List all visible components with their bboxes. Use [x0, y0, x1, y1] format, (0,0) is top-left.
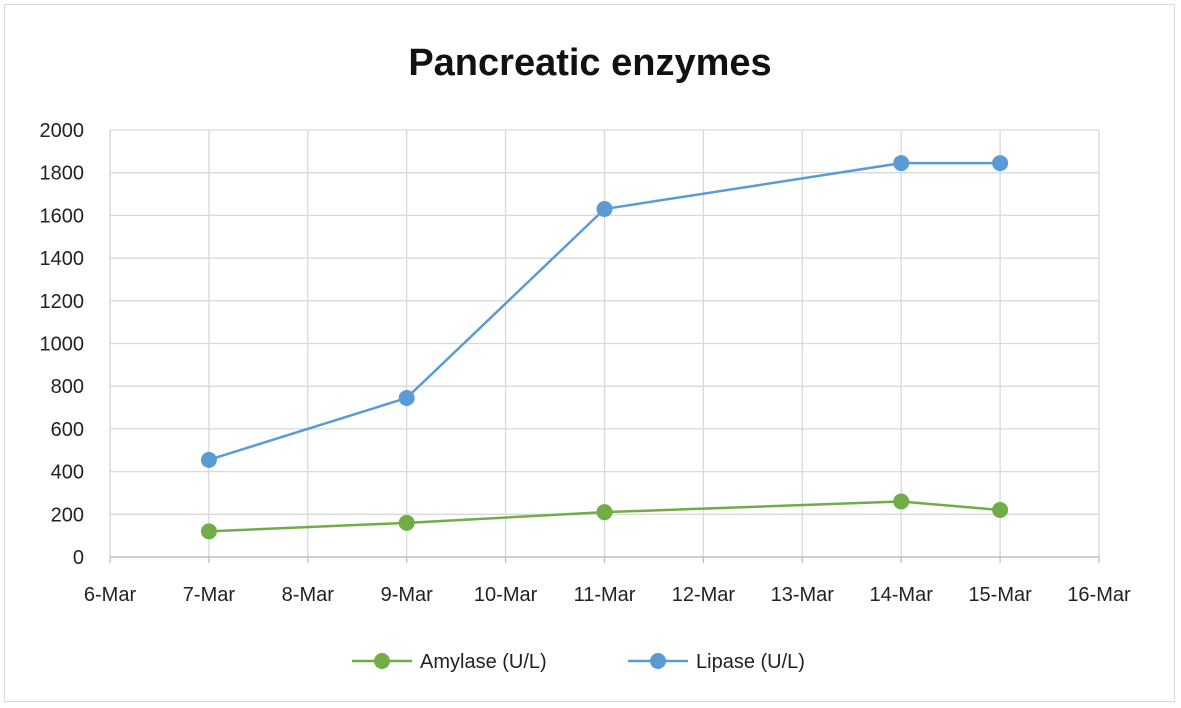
data-point — [200, 523, 217, 540]
y-tick-label: 1800 — [40, 163, 85, 185]
y-tick-label: 1200 — [40, 291, 85, 313]
data-point — [398, 514, 415, 531]
chart-title: Pancreatic enzymes — [408, 42, 771, 84]
data-point — [596, 504, 613, 521]
y-tick-label: 1600 — [40, 205, 85, 227]
data-point — [992, 502, 1009, 519]
legend-label: Lipase (U/L) — [696, 651, 805, 673]
legend: Amylase (U/L) Lipase (U/L) — [352, 651, 805, 673]
x-tick-label: 11-Mar — [574, 584, 636, 606]
x-tick-label: 12-Mar — [672, 584, 736, 606]
data-point — [893, 493, 910, 510]
y-tick-label: 1000 — [40, 334, 85, 356]
axes — [109, 130, 1100, 563]
legend-item: Amylase (U/L) — [352, 651, 547, 673]
y-tick-label: 400 — [51, 462, 84, 484]
x-tick-label: 7-Mar — [183, 584, 236, 606]
legend-swatch-marker — [650, 653, 666, 669]
data-point — [596, 200, 613, 217]
x-tick-label: 10-Mar — [474, 584, 538, 606]
data-point — [992, 155, 1009, 172]
x-tick-label: 13-Mar — [771, 584, 835, 606]
x-axis-ticks: 6-Mar 7-Mar 8-Mar 9-Mar 10-Mar 11-Mar 12-Mar 13… — [84, 584, 1131, 606]
x-tick-label: 9-Mar — [381, 584, 434, 606]
y-tick-label: 1400 — [40, 248, 85, 270]
series-0 — [200, 493, 1009, 540]
data-point — [398, 389, 415, 406]
y-tick-label: 0 — [73, 547, 84, 569]
x-tick-label: 14-Mar — [870, 584, 934, 606]
y-tick-label: 200 — [51, 504, 84, 526]
y-tick-label: 2000 — [40, 120, 85, 142]
data-point — [200, 451, 217, 468]
data-point — [893, 155, 910, 172]
x-tick-label: 16-Mar — [1067, 584, 1131, 606]
x-tick-label: 6-Mar — [84, 584, 137, 606]
y-axis-ticks: 0 200 400 600 800 1000 1200 1400 1600 1800 2000 — [40, 120, 85, 569]
gridlines — [109, 129, 1100, 557]
legend-label: Amylase (U/L) — [420, 651, 547, 673]
x-tick-label: 8-Mar — [282, 584, 335, 606]
y-tick-label: 800 — [51, 376, 84, 398]
chart-frame — [4, 4, 1175, 702]
x-tick-label: 15-Mar — [968, 584, 1032, 606]
legend-item: Lipase (U/L) — [628, 651, 805, 673]
legend-swatch-marker — [374, 653, 390, 669]
y-tick-label: 600 — [51, 419, 84, 441]
series-1 — [200, 155, 1009, 468]
series-layer — [200, 155, 1009, 540]
